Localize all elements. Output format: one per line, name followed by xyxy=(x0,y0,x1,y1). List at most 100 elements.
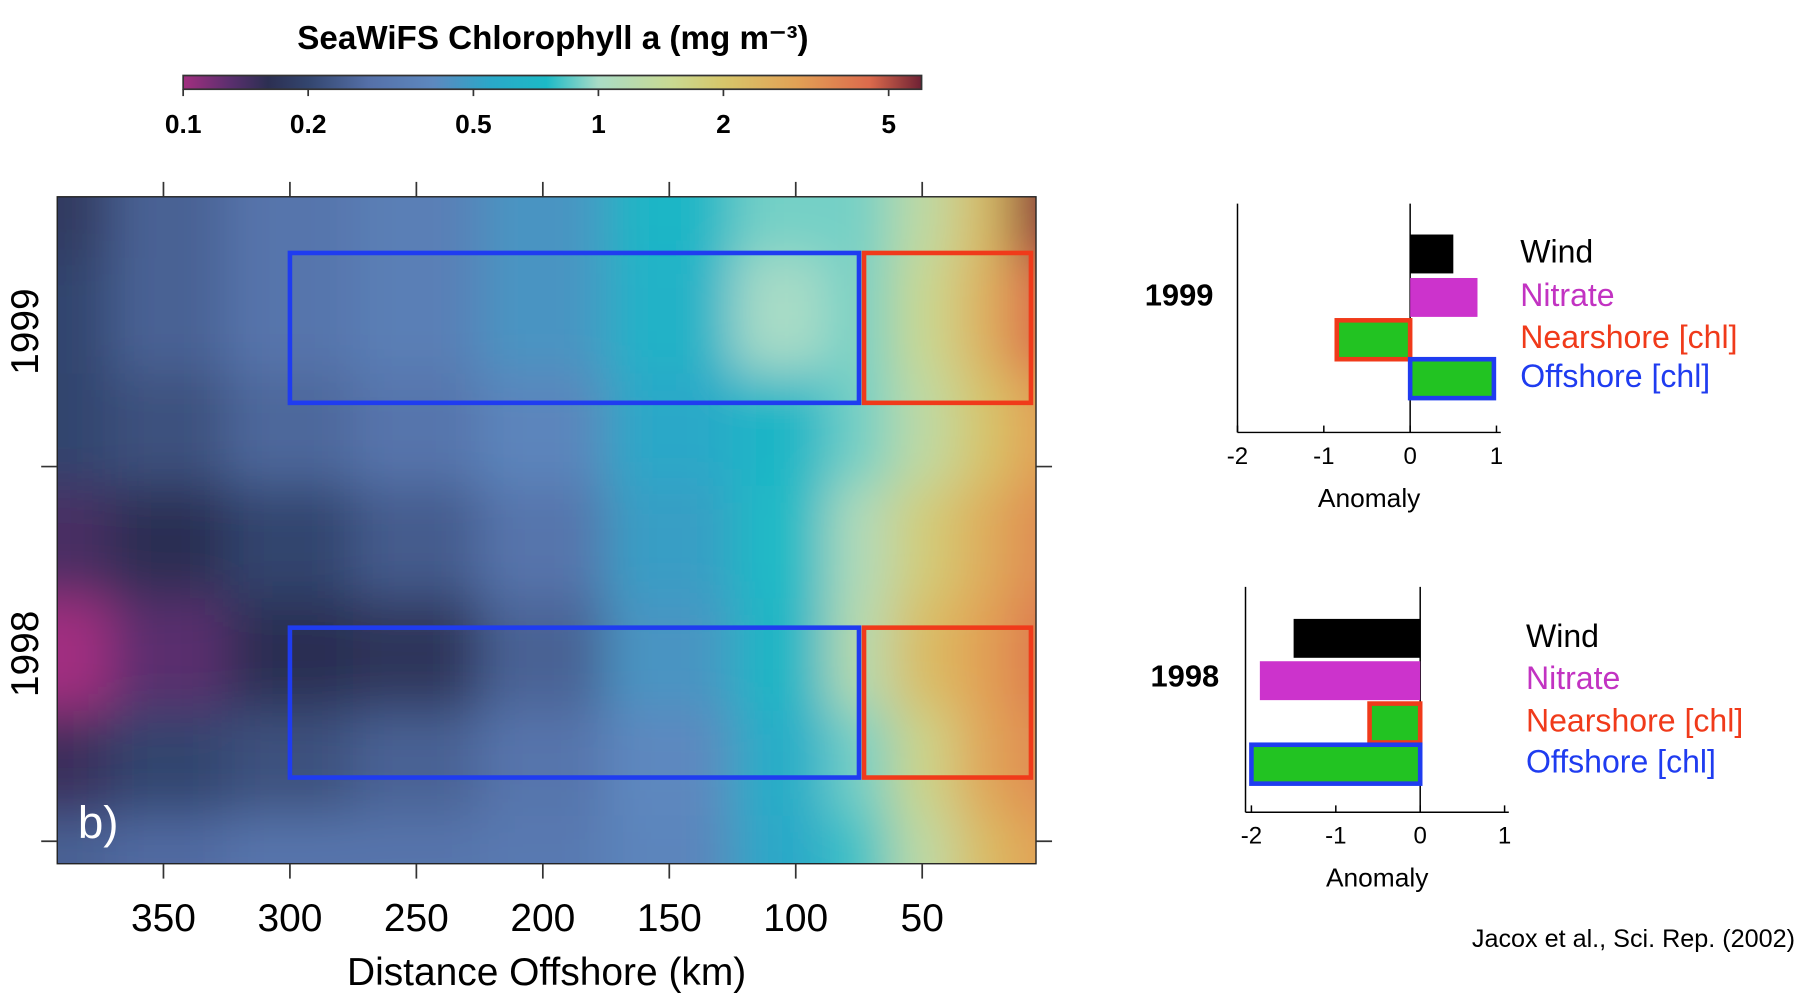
heat-cell xyxy=(1010,710,1037,816)
bar xyxy=(1334,318,1413,362)
heat-cell xyxy=(890,710,955,816)
legend-label: Nitrate xyxy=(1526,660,1620,696)
colorbar-tick-label: 0.5 xyxy=(455,109,492,139)
heat-cell xyxy=(479,815,607,864)
heat-cell xyxy=(226,485,354,599)
legend-label: Wind xyxy=(1526,618,1599,654)
heat-cell xyxy=(1010,815,1037,864)
panel-label: b) xyxy=(78,797,119,848)
x-tick-label: 150 xyxy=(637,897,702,940)
bar xyxy=(1407,356,1497,401)
heat-cell xyxy=(953,256,1012,374)
heat-cell xyxy=(606,256,734,374)
legend-label: Nearshore [chl] xyxy=(1520,319,1737,355)
x-tick-label: 100 xyxy=(763,897,828,940)
heat-cell xyxy=(953,710,1012,816)
legend-label: Nitrate xyxy=(1520,277,1614,313)
x-tick-label: 0 xyxy=(1403,443,1416,470)
heat-cell xyxy=(479,710,607,816)
heat-cell xyxy=(732,710,828,816)
heat-cell xyxy=(953,815,1012,864)
heat-cell xyxy=(827,196,892,258)
heat-cell xyxy=(353,485,481,599)
heat-cell xyxy=(606,710,734,816)
heat-cell xyxy=(57,815,111,864)
heat-cell xyxy=(890,256,955,374)
x-tick-label: 300 xyxy=(257,897,322,940)
heat-cell xyxy=(732,196,828,258)
colorbar-tick-label: 0.1 xyxy=(165,109,202,139)
heat-cell xyxy=(606,815,734,864)
heat-cell xyxy=(110,710,228,816)
heat-cell xyxy=(953,485,1012,599)
x-axis-label: Anomaly xyxy=(1318,483,1421,513)
legend-label: Nearshore [chl] xyxy=(1526,702,1743,738)
heat-cell xyxy=(606,597,734,711)
heat-cell xyxy=(57,485,111,599)
heat-cell xyxy=(110,815,228,864)
heat-cell xyxy=(353,815,481,864)
x-tick-label: 50 xyxy=(901,897,944,940)
heat-cell xyxy=(479,196,607,258)
bar xyxy=(1249,742,1423,786)
heat-cell xyxy=(732,815,828,864)
x-tick-label: -2 xyxy=(1241,823,1262,850)
heat-cell xyxy=(57,256,111,374)
heat-cell xyxy=(732,485,828,599)
heat-cell xyxy=(110,372,228,486)
heat-cell xyxy=(1010,196,1037,258)
heat-cell xyxy=(479,485,607,599)
heat-cell xyxy=(57,597,111,711)
heat-cell xyxy=(890,485,955,599)
heat-cell xyxy=(732,256,828,374)
bar xyxy=(1293,618,1421,658)
heat-cell xyxy=(57,710,111,816)
bar xyxy=(1410,277,1478,317)
heat-cell xyxy=(226,815,354,864)
x-tick-label: -1 xyxy=(1325,823,1346,850)
source-citation: Jacox et al., Sci. Rep. (2002) xyxy=(1472,925,1795,953)
heat-cell xyxy=(353,710,481,816)
colorbar-tick-label: 5 xyxy=(881,109,896,139)
region-box xyxy=(287,250,862,406)
x-tick-label: 250 xyxy=(384,897,449,940)
heat-cell xyxy=(110,196,228,258)
heat-cell xyxy=(890,196,955,258)
heat-cell xyxy=(57,372,111,486)
heat-cell xyxy=(1010,597,1037,711)
heat-cell xyxy=(1010,485,1037,599)
x-tick-label: 350 xyxy=(131,897,196,940)
bar xyxy=(1259,661,1421,701)
year-label: 1998 xyxy=(1150,659,1219,694)
heat-cell xyxy=(353,597,481,711)
x-tick-label: -2 xyxy=(1227,443,1248,470)
heat-cell xyxy=(110,485,228,599)
heat-cell xyxy=(953,372,1012,486)
legend-label: Wind xyxy=(1520,233,1593,269)
heat-cell xyxy=(353,196,481,258)
y-label: 1999 xyxy=(4,288,47,375)
heat-cell xyxy=(479,372,607,486)
heat-cell xyxy=(226,196,354,258)
x-axis-label: Anomaly xyxy=(1326,863,1429,893)
plot-area xyxy=(57,196,1037,864)
heat-cell xyxy=(732,372,828,486)
x-axis-label: Distance Offshore (km) xyxy=(347,951,746,994)
heat-cell xyxy=(827,485,892,599)
heat-cell xyxy=(353,256,481,374)
heat-cell xyxy=(890,372,955,486)
heat-cell xyxy=(1010,372,1037,486)
heat-cell xyxy=(606,372,734,486)
heat-cell xyxy=(110,256,228,374)
heat-cell xyxy=(953,597,1012,711)
bar xyxy=(1410,234,1454,274)
heat-cell xyxy=(732,597,828,711)
heat-cell xyxy=(110,597,228,711)
colorbar-tick-label: 1 xyxy=(591,109,606,139)
heat-cell xyxy=(1010,256,1037,374)
heat-cell xyxy=(353,372,481,486)
colorbar-title: SeaWiFS Chlorophyll a (mg m⁻³) xyxy=(297,20,808,57)
region-box xyxy=(861,250,1034,406)
